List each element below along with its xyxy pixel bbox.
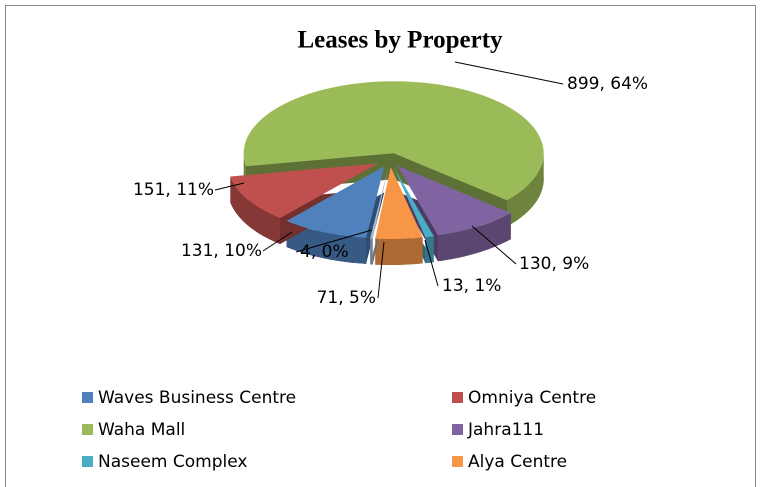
slice	[370, 167, 389, 239]
data-label: 899, 64%	[567, 74, 648, 94]
legend-label: Alya Centre	[468, 452, 567, 472]
legend-label: Naseem Complex	[98, 452, 247, 472]
slice-side	[286, 221, 367, 264]
data-label: 151, 11%	[133, 180, 214, 200]
legend-label: Jahra111	[467, 420, 544, 440]
leader-line	[424, 239, 439, 287]
data-label: 71, 5%	[317, 288, 376, 308]
slice	[397, 165, 511, 236]
slice	[393, 166, 434, 238]
data-label: 4, 0%	[300, 242, 349, 262]
legend-label: Waha Mall	[98, 420, 185, 440]
leader-line	[377, 241, 385, 299]
chart-title: Leases by Property	[297, 27, 503, 54]
slice-side	[507, 153, 544, 227]
slice	[243, 81, 544, 201]
slice	[230, 163, 378, 219]
leader-line	[454, 61, 564, 85]
legend-swatch	[452, 456, 463, 467]
slice-side	[437, 213, 511, 262]
legend-swatch	[452, 392, 463, 403]
leader-line	[214, 182, 245, 191]
legend-swatch	[82, 456, 93, 467]
slice-side	[375, 237, 423, 265]
leader-line	[295, 229, 373, 253]
slice-side	[370, 238, 373, 265]
slice	[286, 166, 385, 238]
data-label: 130, 9%	[519, 254, 589, 274]
slice	[375, 167, 423, 239]
legend-swatch	[452, 424, 463, 435]
leader-line	[471, 225, 517, 265]
slice-side	[425, 236, 434, 264]
data-label: 13, 1%	[442, 276, 501, 296]
legend-swatch	[82, 392, 93, 403]
slice-side	[230, 176, 280, 245]
legend-swatch	[82, 424, 93, 435]
leader-line	[262, 231, 293, 252]
legend-label: Waves Business Centre	[98, 388, 296, 408]
data-label: 131, 10%	[181, 241, 262, 261]
legend-label: Omniya Centre	[468, 388, 596, 408]
